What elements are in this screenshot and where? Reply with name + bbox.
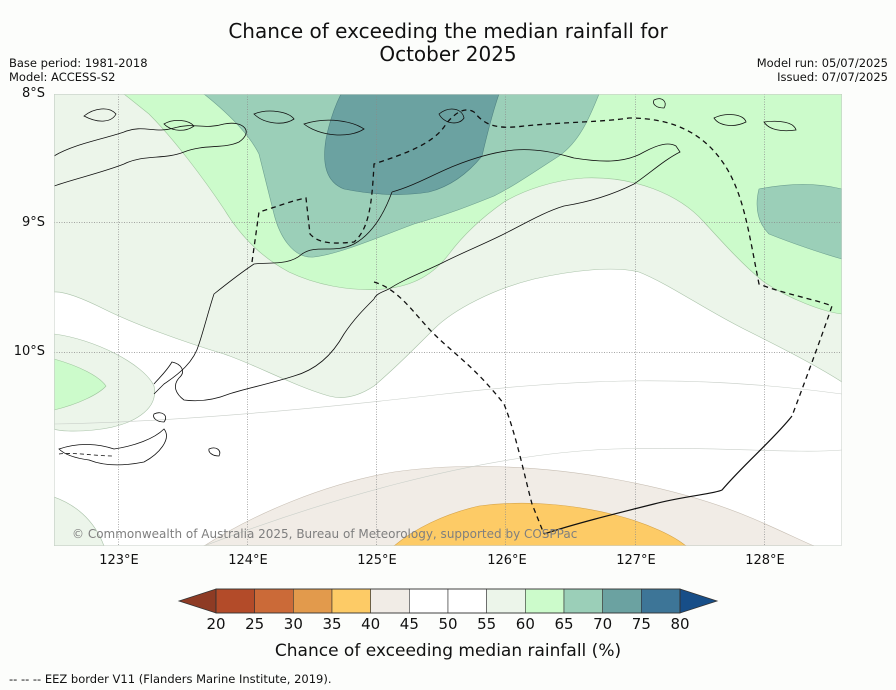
coastlines [54, 98, 797, 466]
lat-label-10s: 10°S [13, 344, 45, 359]
colorbar-segment [563, 588, 603, 614]
colorbar-tick-label: 35 [322, 615, 342, 633]
model-name: Model: ACCESS-S2 [9, 70, 116, 84]
colorbar-tick-label: 40 [361, 615, 381, 633]
colorbar-segment [641, 588, 681, 614]
title-line-1: Chance of exceeding the median rainfall … [228, 19, 668, 43]
boundary-line [543, 415, 793, 535]
contour-60-65-west-patch [54, 358, 107, 411]
meta-right: Model run: 05/07/2025 Issued: 07/07/2025 [757, 56, 888, 84]
meta-left: Base period: 1981-2018 Model: ACCESS-S2 [9, 56, 148, 84]
colorbar-tick-label: 55 [477, 615, 497, 633]
contour-65-70-east [756, 184, 842, 260]
colorbar-tick-label: 20 [206, 615, 226, 633]
map-title: Chance of exceeding the median rainfall … [0, 20, 896, 66]
copyright-note: © Commonwealth of Australia 2025, Bureau… [72, 527, 578, 541]
base-period: Base period: 1981-2018 [9, 56, 148, 70]
rainfall-map [54, 94, 842, 546]
issued-date: Issued: 07/07/2025 [777, 70, 888, 84]
lat-label-8s: 8°S [21, 86, 45, 101]
colorbar-segment [447, 588, 487, 614]
eez-border [251, 109, 833, 535]
colorbar-segment [215, 588, 255, 614]
lon-label-128e: 128°E [745, 553, 785, 568]
colorbar-tick-label: 45 [399, 615, 419, 633]
colorbar-segment [331, 588, 371, 614]
model-run: Model run: 05/07/2025 [756, 56, 888, 70]
colorbar-segment [525, 588, 565, 614]
colorbar-tick-label: 30 [283, 615, 303, 633]
colorbar-tick-label: 65 [554, 615, 574, 633]
colorbar-over-arrow [679, 588, 719, 614]
colorbar-segment [370, 588, 410, 614]
colorbar [177, 588, 719, 614]
colorbar-tick-label: 80 [670, 615, 690, 633]
colorbar-tick-label: 70 [593, 615, 613, 633]
lon-label-126e: 126°E [487, 553, 527, 568]
colorbar-under-arrow [177, 588, 217, 614]
gridlines [54, 94, 842, 546]
colorbar-segments [215, 588, 681, 614]
colorbar-tick-label: 25 [245, 615, 265, 633]
colorbar-label: Chance of exceeding median rainfall (%) [274, 641, 622, 661]
eez-border-note: -- -- -- EEZ border V11 (Flanders Marine… [9, 672, 332, 686]
colorbar-segment [293, 588, 333, 614]
colorbar-segment [254, 588, 294, 614]
colorbar-tick-label: 75 [631, 615, 651, 633]
title-line-2: October 2025 [379, 42, 517, 66]
colorbar-segment [486, 588, 526, 614]
colorbar-segment [409, 588, 449, 614]
lat-label-9s: 9°S [21, 215, 45, 230]
lon-label-127e: 127°E [616, 553, 656, 568]
colorbar-segment [602, 588, 642, 614]
colorbar-tick-label: 60 [515, 615, 535, 633]
lon-label-124e: 124°E [228, 553, 268, 568]
colorbar-tick-label: 50 [438, 615, 458, 633]
contour-55-60-west-patch [54, 333, 155, 432]
lon-label-123e: 123°E [99, 553, 139, 568]
lon-label-125e: 125°E [357, 553, 397, 568]
contour-35-40 [393, 502, 687, 546]
contour-70-75 [324, 94, 500, 195]
contour-55-60-southwest [54, 496, 105, 546]
